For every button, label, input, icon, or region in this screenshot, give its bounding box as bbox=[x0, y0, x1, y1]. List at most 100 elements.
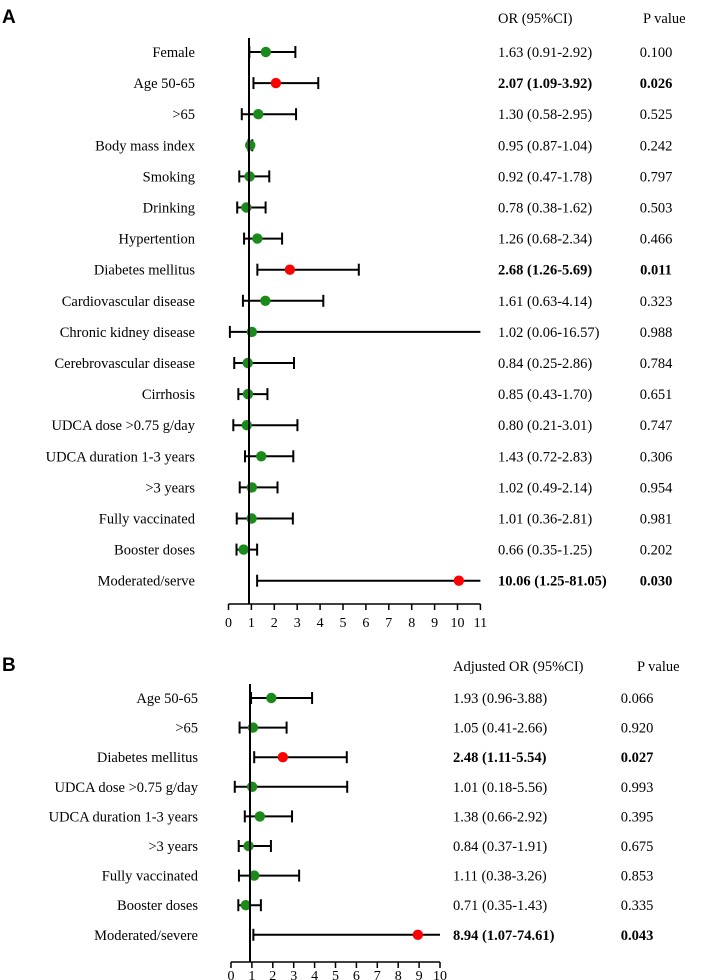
row-label: Cardiovascular disease bbox=[62, 294, 195, 310]
row-label: Diabetes mellitus bbox=[94, 263, 195, 279]
p-value: 0.026 bbox=[640, 76, 673, 92]
row-label: Hypertention bbox=[118, 232, 195, 248]
x-tick-label: 1 bbox=[248, 969, 255, 980]
or-ci-value: 0.71 (0.35-1.43) bbox=[453, 898, 547, 914]
x-tick-label: 5 bbox=[340, 616, 347, 631]
x-tick-label: 3 bbox=[294, 616, 301, 631]
point-estimate bbox=[260, 295, 271, 306]
row-label: Fully vaccinated bbox=[102, 869, 199, 885]
p-value: 0.988 bbox=[640, 325, 673, 341]
x-tick-label: 11 bbox=[474, 616, 487, 631]
p-value: 0.011 bbox=[640, 263, 672, 279]
point-estimate bbox=[246, 513, 257, 524]
p-value: 0.027 bbox=[621, 750, 654, 766]
row-label: Body mass index bbox=[95, 138, 196, 154]
row-label: Age 50-65 bbox=[136, 691, 198, 707]
point-estimate-significant bbox=[412, 929, 424, 940]
or-ci-value: 1.30 (0.58-2.95) bbox=[498, 107, 592, 123]
or-ci-value: 2.48 (1.11-5.54) bbox=[453, 750, 547, 766]
p-value: 0.242 bbox=[640, 138, 673, 154]
point-estimate bbox=[241, 420, 253, 431]
point-estimate bbox=[242, 357, 253, 369]
x-tick-label: 5 bbox=[332, 969, 339, 980]
row-label: UDCA duration 1-3 years bbox=[49, 809, 199, 825]
or-ci-value: 1.93 (0.96-3.88) bbox=[453, 691, 547, 707]
row-label: Female bbox=[152, 45, 195, 61]
x-tick-label: 0 bbox=[225, 616, 232, 631]
p-value: 0.306 bbox=[640, 449, 673, 465]
x-tick-label: 4 bbox=[311, 969, 318, 980]
p-value: 0.853 bbox=[621, 869, 654, 885]
point-estimate bbox=[240, 900, 252, 911]
row-label: >65 bbox=[172, 107, 195, 123]
or-ci-value: 1.43 (0.72-2.83) bbox=[498, 449, 592, 465]
p-value: 0.466 bbox=[640, 232, 673, 248]
point-estimate bbox=[260, 46, 272, 58]
p-value: 0.323 bbox=[640, 294, 673, 310]
x-tick-label: 7 bbox=[374, 969, 381, 980]
x-tick-label: 2 bbox=[269, 969, 276, 980]
x-tick-label: 10 bbox=[451, 616, 465, 631]
or-ci-value: 1.26 (0.68-2.34) bbox=[498, 232, 592, 248]
point-estimate-significant bbox=[277, 752, 289, 763]
or-ci-value: 0.85 (0.43-1.70) bbox=[498, 387, 592, 403]
point-estimate bbox=[266, 692, 277, 704]
x-tick-label: 1 bbox=[248, 616, 255, 631]
or-ci-value: 1.01 (0.18-5.56) bbox=[453, 780, 547, 796]
x-tick-label: 8 bbox=[408, 616, 415, 631]
x-tick-label: 2 bbox=[271, 616, 278, 631]
or-ci-value: 0.66 (0.35-1.25) bbox=[498, 543, 592, 559]
row-label: >3 years bbox=[148, 839, 198, 855]
row-label: >65 bbox=[175, 721, 198, 737]
x-tick-label: 9 bbox=[416, 969, 423, 980]
or-ci-value: 0.92 (0.47-1.78) bbox=[498, 169, 592, 185]
p-value: 0.395 bbox=[621, 809, 654, 825]
or-ci-value: 0.95 (0.87-1.04) bbox=[498, 138, 592, 154]
x-tick-label: 6 bbox=[353, 969, 360, 980]
point-estimate-significant bbox=[284, 264, 296, 275]
p-value: 0.525 bbox=[640, 107, 673, 123]
p-value: 0.202 bbox=[640, 543, 673, 559]
p-value: 0.920 bbox=[621, 721, 654, 737]
or-ci-value: 1.63 (0.91-2.92) bbox=[498, 45, 592, 61]
or-column-header: Adjusted OR (95%CI) bbox=[453, 659, 584, 675]
row-label: Booster doses bbox=[117, 898, 198, 914]
x-tick-label: 4 bbox=[317, 616, 324, 631]
point-estimate bbox=[246, 781, 258, 792]
p-value: 0.797 bbox=[640, 169, 673, 185]
row-label: UDCA duration 1-3 years bbox=[46, 449, 196, 465]
row-label: Moderated/serve bbox=[98, 574, 195, 590]
row-label: Smoking bbox=[143, 169, 195, 185]
p-value-column-header: P value bbox=[637, 659, 680, 675]
p-value: 0.066 bbox=[621, 691, 654, 707]
or-ci-value: 0.84 (0.37-1.91) bbox=[453, 839, 547, 855]
row-label: UDCA dose >0.75 g/day bbox=[54, 780, 198, 796]
x-tick-label: 10 bbox=[433, 969, 447, 980]
x-tick-label: 6 bbox=[362, 616, 369, 631]
p-value: 0.993 bbox=[621, 780, 654, 796]
row-label: Chronic kidney disease bbox=[60, 325, 195, 341]
point-estimate bbox=[241, 202, 252, 213]
x-tick-label: 9 bbox=[431, 616, 438, 631]
panel-label: B bbox=[2, 655, 16, 676]
row-label: Age 50-65 bbox=[133, 76, 195, 92]
p-value: 0.030 bbox=[640, 574, 673, 590]
or-ci-value: 0.80 (0.21-3.01) bbox=[498, 418, 592, 434]
panel-label: A bbox=[2, 7, 16, 28]
point-estimate bbox=[256, 451, 267, 462]
x-tick-label: 3 bbox=[290, 969, 297, 980]
or-ci-value: 1.01 (0.36-2.81) bbox=[498, 512, 592, 528]
row-label: Booster doses bbox=[114, 543, 195, 559]
or-ci-value: 1.61 (0.63-4.14) bbox=[498, 294, 592, 310]
point-estimate bbox=[238, 544, 249, 555]
or-ci-value: 10.06 (1.25-81.05) bbox=[498, 574, 607, 590]
p-value: 0.981 bbox=[640, 512, 673, 528]
p-value: 0.043 bbox=[621, 928, 654, 944]
point-estimate bbox=[253, 109, 264, 120]
p-value-column-header: P value bbox=[643, 11, 686, 27]
row-label: Drinking bbox=[143, 201, 195, 217]
p-value: 0.747 bbox=[640, 418, 673, 434]
point-estimate bbox=[243, 840, 254, 852]
point-estimate-significant bbox=[270, 77, 282, 89]
